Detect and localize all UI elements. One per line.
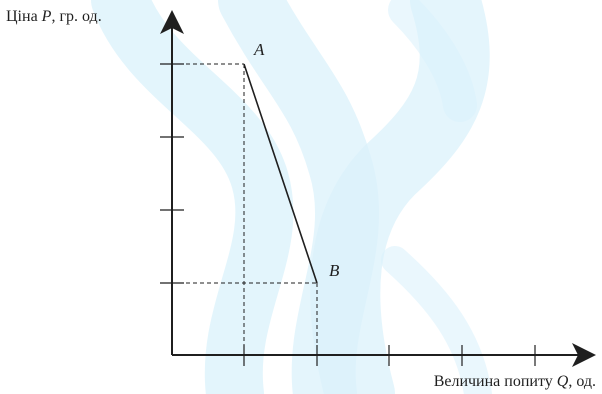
x-axis-symbol: Q [556, 373, 569, 390]
watermark-band-left [91, 0, 294, 394]
y-axis-label: Ціна P, гр. од. [6, 8, 102, 26]
x-axis-label-prefix: Величина попиту [433, 373, 557, 390]
x-axis-label: Величина попиту Q, од. [434, 373, 596, 391]
point-a-label: A [254, 40, 265, 59]
y-axis-symbol: P [41, 8, 52, 25]
y-axis-label-prefix: Ціна [6, 8, 42, 25]
point-b-label: B [329, 261, 340, 280]
x-axis-ticks [243, 345, 536, 366]
watermark-arc-bottom [381, 246, 492, 394]
demand-segment-ab [243, 63, 318, 284]
y-axis-label-suffix: , гр. од. [51, 8, 102, 25]
watermark-arc-top [388, 0, 477, 122]
guide-lines [172, 63, 318, 355]
x-axis-label-suffix: , од. [568, 373, 596, 390]
